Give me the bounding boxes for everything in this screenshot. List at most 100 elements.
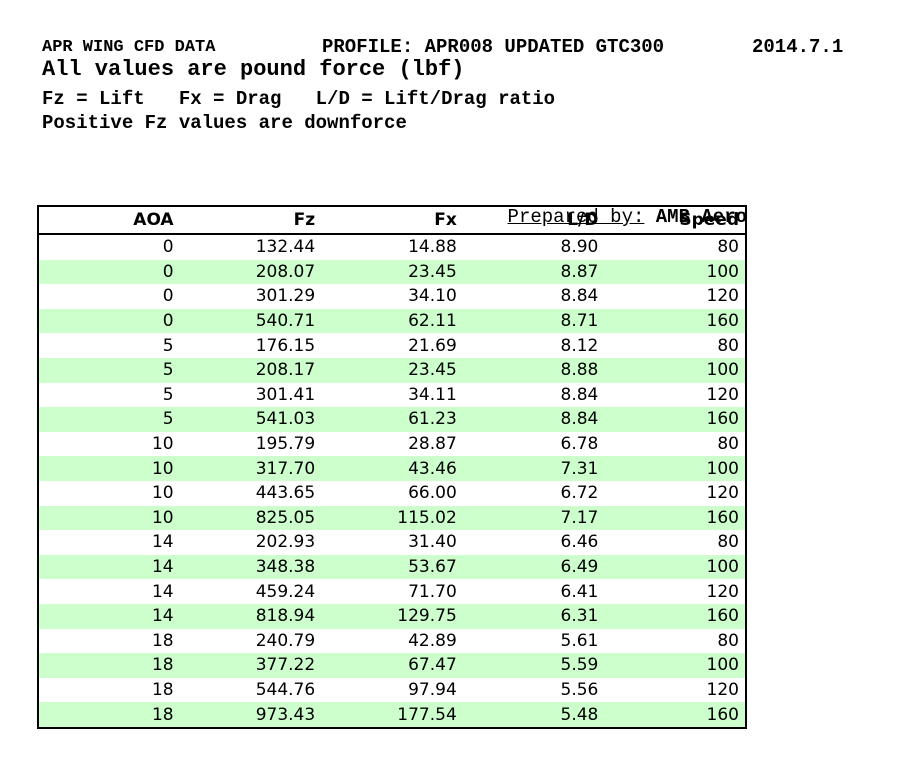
col-header-fx: Fx <box>321 206 463 235</box>
table-cell: 6.46 <box>560 532 599 553</box>
col-header-fz: Fz <box>179 206 322 235</box>
table-cell: 973.43 <box>255 704 316 725</box>
table-cell: 208.17 <box>255 360 316 381</box>
table-row: 0 208.07 23.45 8.87 100 <box>38 259 746 285</box>
table-cell: 67.47 <box>408 655 457 676</box>
table-cell: 100 <box>706 458 739 479</box>
table-cell: 160 <box>706 606 739 627</box>
table-row: 14 818.94 129.75 6.31 160 <box>38 603 746 629</box>
table-cell: 0 <box>162 286 174 307</box>
table-cell: 28.87 <box>408 434 457 455</box>
table-cell: 7.17 <box>560 507 599 528</box>
table-cell: 544.76 <box>255 679 316 700</box>
table-cell: 23.45 <box>408 261 457 282</box>
table-row: 14 348.38 53.67 6.49 100 <box>38 554 746 580</box>
table-cell: 541.03 <box>255 409 316 430</box>
table-cell: 14 <box>151 557 174 578</box>
table-cell: 0 <box>162 237 174 258</box>
table-cell: 120 <box>706 581 739 602</box>
table-cell: 5.59 <box>560 655 599 676</box>
table-cell: 80 <box>717 630 739 651</box>
table-row: 0 301.29 34.10 8.84 120 <box>38 284 746 309</box>
table-cell: 120 <box>706 286 739 307</box>
table-row: 18 377.22 67.47 5.59 100 <box>38 653 746 678</box>
table-row: 5 541.03 61.23 8.84 160 <box>38 407 746 432</box>
table-cell: 129.75 <box>397 606 457 627</box>
table-cell: 459.24 <box>255 581 316 602</box>
table-cell: 301.41 <box>255 384 316 405</box>
doc-date: 2014.7.1 <box>752 36 844 58</box>
table-cell: 18 <box>151 704 174 725</box>
table-cell: 301.29 <box>255 286 316 307</box>
table-cell: 71.70 <box>408 581 457 602</box>
col-header-aoa: AOA <box>38 206 180 235</box>
table-cell: 0 <box>162 311 174 332</box>
table-row: 10 195.79 28.87 6.78 80 <box>38 432 746 457</box>
table-cell: 160 <box>706 704 739 725</box>
col-header-speed: Speed <box>604 206 746 235</box>
table-header-row: AOA Fz Fx L/D Speed <box>38 206 746 235</box>
table-row: 14 459.24 71.70 6.41 120 <box>38 579 746 604</box>
table-cell: 8.88 <box>560 360 599 381</box>
table-cell: 176.15 <box>255 335 316 356</box>
table-cell: 5 <box>162 335 174 356</box>
table-cell: 7.31 <box>560 458 599 479</box>
doc-downforce-note: Positive Fz values are downforce <box>42 112 407 134</box>
table-cell: 31.40 <box>408 532 457 553</box>
table-cell: 8.84 <box>560 409 599 430</box>
table-cell: 5.56 <box>560 679 599 700</box>
table-row: 18 544.76 97.94 5.56 120 <box>38 678 746 703</box>
table-cell: 8.84 <box>560 384 599 405</box>
table-cell: 160 <box>706 311 739 332</box>
table-cell: 5 <box>162 360 174 381</box>
table-cell: 377.22 <box>255 655 316 676</box>
table-cell: 66.00 <box>408 483 457 504</box>
table-row: 0 132.44 14.88 8.90 80 <box>38 234 746 260</box>
table-cell: 160 <box>706 507 739 528</box>
table-cell: 100 <box>706 557 739 578</box>
table-body: 0 132.44 14.88 8.90 80 0 208.07 23.45 8.87 100 0 30… <box>38 234 746 728</box>
doc-title: APR WING CFD DATA <box>42 38 216 57</box>
table-cell: 160 <box>706 409 739 430</box>
table-cell: 5 <box>162 409 174 430</box>
table-row: 5 208.17 23.45 8.88 100 <box>38 357 746 383</box>
table-cell: 6.78 <box>560 434 599 455</box>
table-cell: 80 <box>717 237 739 258</box>
table-cell: 10 <box>151 434 174 455</box>
table-cell: 120 <box>706 384 739 405</box>
table-header: AOA Fz Fx L/D Speed <box>38 206 746 235</box>
table-row: 10 443.65 66.00 6.72 120 <box>38 481 746 506</box>
table-cell: 14.88 <box>408 237 457 258</box>
table-cell: 6.72 <box>560 483 599 504</box>
table-cell: 818.94 <box>255 606 316 627</box>
table-cell: 6.49 <box>560 557 599 578</box>
table-cell: 10 <box>151 507 174 528</box>
table-cell: 8.71 <box>560 311 599 332</box>
table-cell: 23.45 <box>408 360 457 381</box>
table-cell: 53.67 <box>408 557 457 578</box>
table-cell: 5.48 <box>560 704 599 725</box>
table-cell: 61.23 <box>408 409 457 430</box>
table-cell: 348.38 <box>255 557 316 578</box>
table-cell: 43.46 <box>408 458 457 479</box>
table-cell: 80 <box>717 532 739 553</box>
table-cell: 8.90 <box>560 237 599 258</box>
table-cell: 195.79 <box>255 434 316 455</box>
table-row: 18 240.79 42.89 5.61 80 <box>38 629 746 654</box>
table-row: 10 317.70 43.46 7.31 100 <box>38 456 746 481</box>
table-cell: 14 <box>151 532 174 553</box>
table-cell: 18 <box>151 655 174 676</box>
table-cell: 208.07 <box>255 261 316 282</box>
table-row: 5 301.41 34.11 8.84 120 <box>38 383 746 408</box>
table-cell: 80 <box>717 335 739 356</box>
table-cell: 80 <box>717 434 739 455</box>
table-cell: 120 <box>706 483 739 504</box>
table-cell: 115.02 <box>397 507 457 528</box>
table-cell: 825.05 <box>255 507 316 528</box>
table-cell: 97.94 <box>408 679 457 700</box>
table-cell: 8.87 <box>560 261 599 282</box>
table-row: 18 973.43 177.54 5.48 160 <box>38 702 746 728</box>
table-cell: 443.65 <box>255 483 316 504</box>
table-cell: 6.31 <box>560 606 599 627</box>
table-cell: 8.12 <box>560 335 599 356</box>
